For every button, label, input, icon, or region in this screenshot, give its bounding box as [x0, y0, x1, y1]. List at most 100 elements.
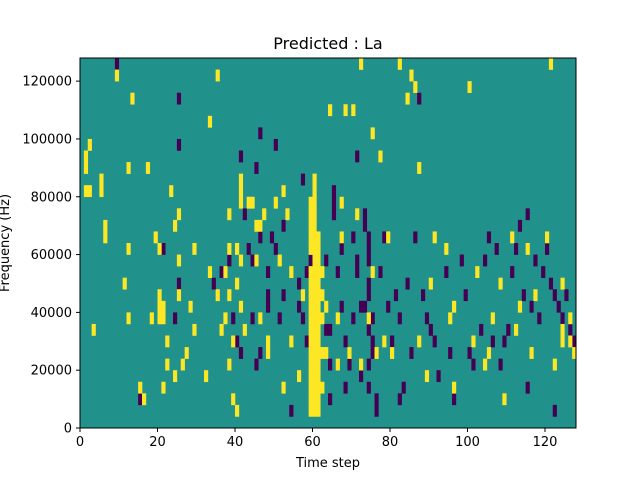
heatmap-cell-high	[161, 300, 166, 313]
heatmap-cell-low	[421, 289, 426, 302]
heatmap-cell-high	[413, 81, 418, 93]
heatmap-cell-low	[235, 335, 240, 348]
heatmap-cell-low	[556, 300, 561, 313]
heatmap-cell-high	[87, 138, 92, 151]
y-tick-label: 100000	[22, 132, 72, 147]
heatmap-cell-high	[560, 335, 565, 348]
heatmap-cell-high	[273, 196, 278, 209]
heatmap-cell-low	[300, 173, 306, 186]
heatmap-cell-low	[572, 335, 577, 348]
heatmap-cell-high	[157, 312, 162, 325]
heatmap-cell-high	[545, 231, 550, 244]
x-tick-label: 80	[382, 435, 399, 450]
heatmap-cell-low	[405, 277, 410, 290]
heatmap-cell-high	[207, 266, 213, 278]
heatmap-cell-low	[176, 277, 182, 290]
heatmap-cell-high	[316, 300, 321, 313]
heatmap-cell-low	[386, 300, 391, 313]
heatmap-cell-high	[285, 208, 290, 221]
heatmap-cell-high	[366, 312, 371, 325]
heatmap-cell-low	[258, 347, 263, 359]
heatmap-cell-low	[355, 254, 360, 267]
heatmap-cell-high	[173, 370, 178, 383]
heatmap-cell-low	[537, 312, 542, 325]
heatmap-cell-low	[258, 127, 263, 140]
heatmap-cell-high	[432, 231, 437, 244]
heatmap-cell-low	[347, 358, 352, 371]
heatmap-cell-high	[316, 404, 321, 417]
heatmap-cell-high	[529, 347, 534, 359]
heatmap-cell-high	[533, 289, 538, 302]
heatmap-cell-high	[525, 243, 530, 255]
heatmap-cell-high	[219, 323, 224, 336]
x-axis-label: Time step	[295, 456, 360, 471]
heatmap-cell-high	[297, 370, 302, 383]
heatmap-cell-high	[308, 219, 313, 232]
heatmap-cell-high	[308, 404, 313, 417]
heatmap-cell-high	[312, 335, 317, 348]
heatmap-cell-high	[312, 266, 317, 278]
heatmap-cell-high	[316, 254, 321, 267]
heatmap-cell-low	[250, 254, 255, 267]
x-tick-label: 60	[304, 435, 321, 450]
heatmap-cell-high	[548, 58, 554, 70]
heatmap-cell-high	[308, 266, 313, 278]
heatmap-cell-high	[238, 196, 244, 209]
heatmap-cell-low	[452, 393, 457, 406]
heatmap-cell-high	[324, 347, 329, 359]
heatmap-cell-low	[463, 289, 468, 302]
heatmap-cell-high	[378, 150, 383, 163]
heatmap-cell-high	[149, 312, 154, 325]
heatmap-cell-high	[502, 393, 507, 406]
heatmap-cell-low	[351, 312, 356, 325]
heatmap-cell-high	[308, 312, 313, 325]
heatmap-cell-low	[359, 300, 364, 313]
heatmap-cell-high	[83, 162, 89, 174]
heatmap-cell-high	[428, 277, 433, 290]
heatmap-cell-low	[250, 312, 255, 325]
heatmap-cell-high	[568, 312, 573, 325]
heatmap-cell-high	[223, 312, 228, 325]
heatmap-cell-high	[409, 69, 414, 82]
heatmap-cell-high	[235, 243, 240, 255]
heatmap-cell-high	[138, 381, 143, 394]
heatmap-cell-high	[262, 208, 267, 221]
heatmap-cell-high	[180, 358, 185, 371]
heatmap-cell-high	[114, 69, 120, 82]
heatmap-cell-low	[397, 393, 402, 406]
heatmap-cell-low	[479, 323, 484, 336]
heatmap-cell-high	[161, 381, 166, 394]
heatmap-cell-high	[153, 231, 158, 244]
heatmap-cell-low	[351, 231, 356, 244]
heatmap-cell-high	[308, 300, 313, 313]
heatmap-cell-low	[401, 381, 406, 394]
heatmap-cell-high	[405, 92, 410, 105]
heatmap-cell-low	[498, 358, 503, 371]
heatmap-cell-low	[366, 254, 371, 267]
heatmap-cell-high	[568, 335, 573, 348]
heatmap-cell-high	[312, 370, 317, 383]
heatmap-cell-low	[370, 312, 375, 325]
heatmap-cell-low	[366, 381, 371, 394]
heatmap-cell-low	[514, 243, 519, 255]
x-tick-label: 100	[455, 435, 480, 450]
heatmap-cell-high	[258, 312, 263, 325]
heatmap-cell-high	[289, 266, 294, 278]
heatmap-cell-high	[444, 243, 449, 255]
heatmap-cell-high	[103, 219, 108, 232]
heatmap-cell-low	[219, 266, 224, 278]
heatmap-cell-low	[370, 347, 375, 359]
heatmap-cell-high	[87, 185, 92, 198]
heatmap-cell-low	[273, 243, 278, 255]
heatmap-cell-low	[308, 254, 313, 267]
heatmap-cell-high	[227, 208, 232, 221]
heatmap-cell-high	[235, 277, 240, 290]
x-tick-label: 0	[76, 435, 84, 450]
heatmap-cell-high	[188, 300, 193, 313]
heatmap-cell-high	[417, 162, 422, 174]
heatmap-cell-high	[514, 323, 519, 336]
y-axis-ticks: 0 20000 40000 60000 80000 100000 120000	[22, 75, 80, 437]
heatmap-cell-high	[486, 347, 492, 359]
heatmap-cell-low	[231, 312, 236, 325]
heatmap-cell-high	[316, 323, 321, 336]
